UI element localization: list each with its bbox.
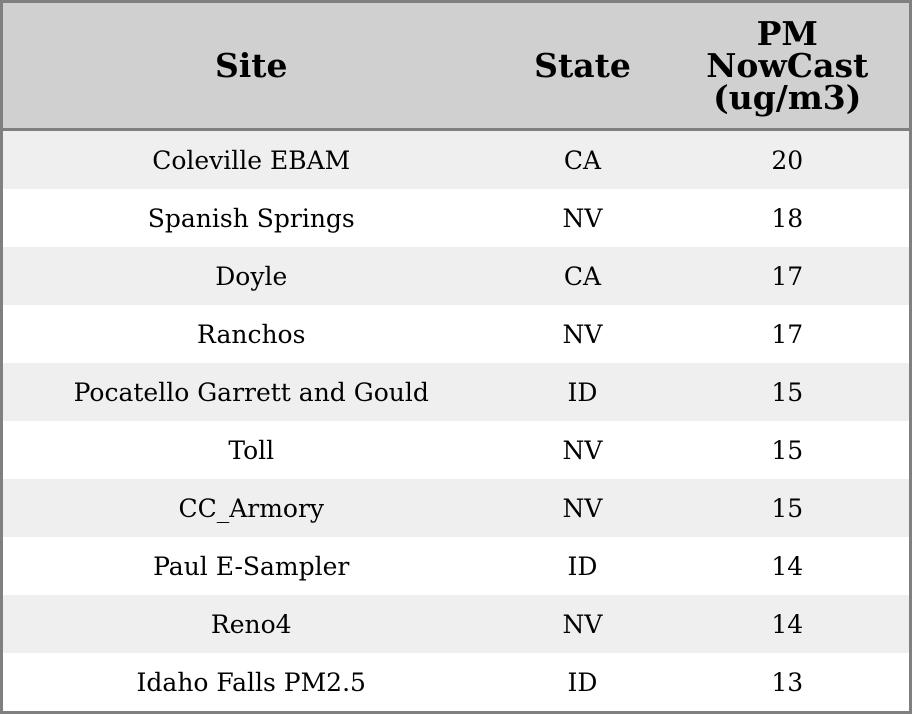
- cell-state: NV: [499, 189, 666, 247]
- table-row: Coleville EBAM CA 20: [1, 129, 911, 189]
- table-row: Paul E-Sampler ID 14: [1, 537, 911, 595]
- cell-site: Reno4: [1, 595, 500, 653]
- header-pm-line: PM: [756, 13, 818, 53]
- table-row: CC_Armory NV 15: [1, 479, 911, 537]
- cell-site: Coleville EBAM: [1, 129, 500, 189]
- table-row: Spanish Springs NV 18: [1, 189, 911, 247]
- table-row: Ranchos NV 17: [1, 305, 911, 363]
- cell-site: Pocatello Garrett and Gould: [1, 363, 500, 421]
- header-row: Site State PM NowCast (ug/m3): [1, 1, 911, 131]
- cell-pm: 20: [665, 129, 911, 189]
- cell-site: Spanish Springs: [1, 189, 500, 247]
- cell-pm: 15: [665, 479, 911, 537]
- table-row: Reno4 NV 14: [1, 595, 911, 653]
- cell-state: NV: [499, 595, 666, 653]
- cell-pm: 15: [665, 363, 911, 421]
- cell-state: ID: [499, 653, 666, 713]
- table-row: Idaho Falls PM2.5 ID 13: [1, 653, 911, 713]
- cell-state: CA: [499, 129, 666, 189]
- cell-site: Idaho Falls PM2.5: [1, 653, 500, 713]
- cell-pm: 17: [665, 247, 911, 305]
- cell-site: Toll: [1, 421, 500, 479]
- header-pm-line: NowCast: [706, 45, 869, 85]
- header-pm-nowcast: PM NowCast (ug/m3): [665, 1, 911, 131]
- cell-pm: 13: [665, 653, 911, 713]
- cell-state: ID: [499, 537, 666, 595]
- cell-pm: 14: [665, 595, 911, 653]
- cell-site: Paul E-Sampler: [1, 537, 500, 595]
- table-row: Doyle CA 17: [1, 247, 911, 305]
- cell-pm: 15: [665, 421, 911, 479]
- cell-state: NV: [499, 479, 666, 537]
- cell-pm: 14: [665, 537, 911, 595]
- header-state: State: [499, 1, 666, 131]
- header-pm-line: (ug/m3): [713, 77, 862, 117]
- cell-pm: 17: [665, 305, 911, 363]
- cell-state: NV: [499, 421, 666, 479]
- table-row: Toll NV 15: [1, 421, 911, 479]
- cell-site: Doyle: [1, 247, 500, 305]
- cell-site: CC_Armory: [1, 479, 500, 537]
- cell-pm: 18: [665, 189, 911, 247]
- cell-state: ID: [499, 363, 666, 421]
- cell-state: NV: [499, 305, 666, 363]
- cell-site: Ranchos: [1, 305, 500, 363]
- header-site: Site: [1, 1, 500, 131]
- table-row: Pocatello Garrett and Gould ID 15: [1, 363, 911, 421]
- cell-state: CA: [499, 247, 666, 305]
